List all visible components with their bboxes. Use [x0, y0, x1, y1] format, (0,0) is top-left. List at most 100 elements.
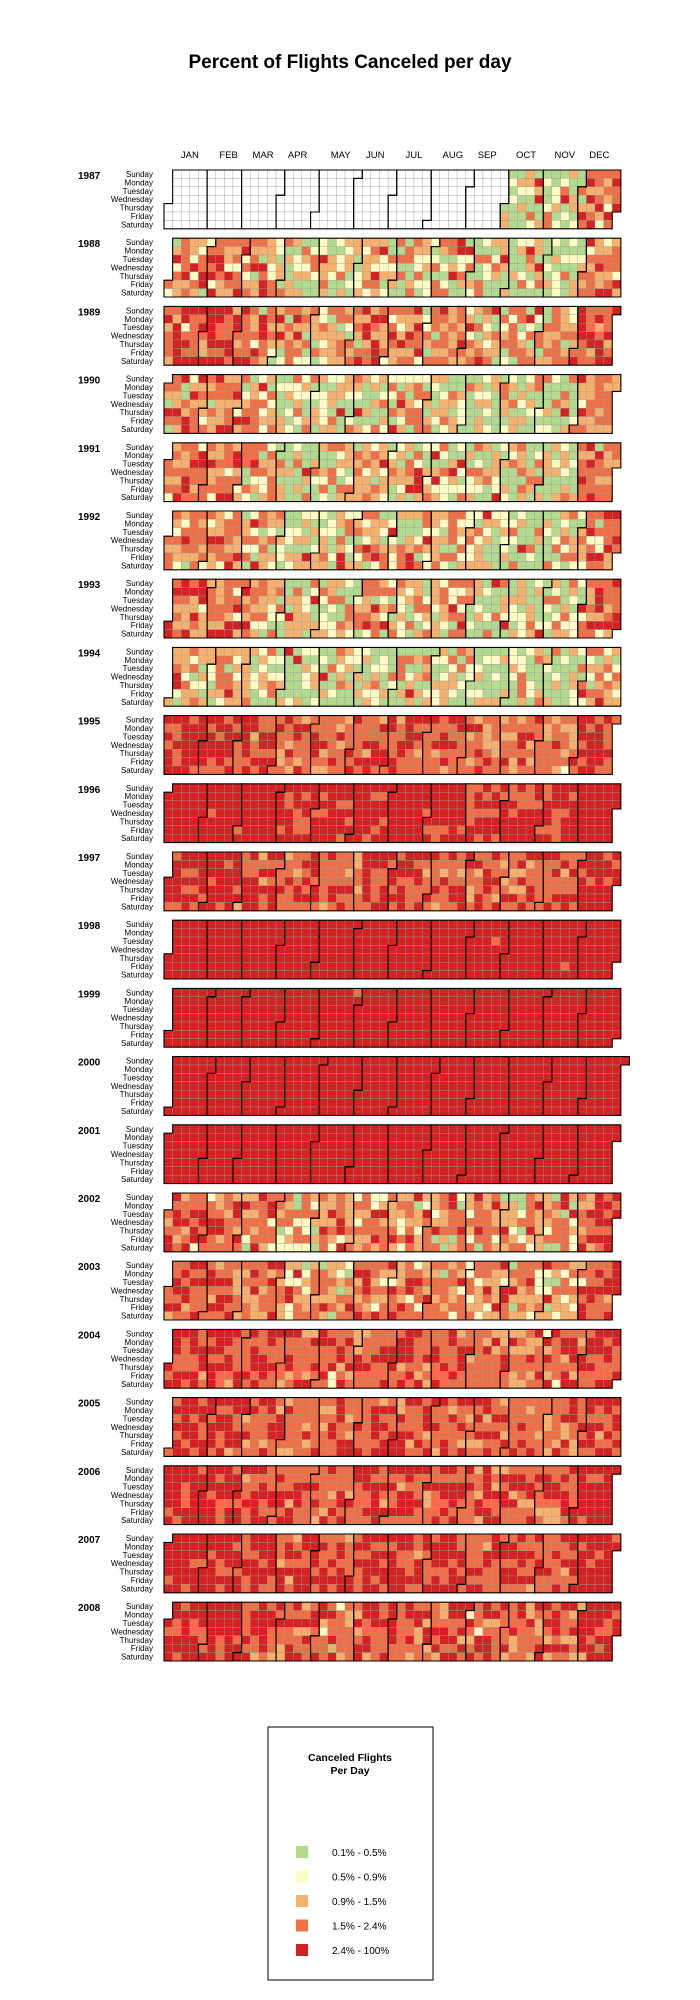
day-cell — [577, 715, 587, 725]
day-cell — [543, 552, 553, 562]
day-cell — [517, 587, 527, 597]
day-cell — [543, 988, 553, 997]
day-cell — [396, 484, 406, 494]
day-cell — [586, 263, 596, 272]
day-cell — [379, 263, 389, 272]
day-cell — [603, 860, 613, 869]
day-cell — [387, 825, 397, 835]
day-cell — [422, 697, 432, 707]
day-cell — [318, 544, 328, 554]
day-cell — [258, 757, 268, 767]
weekday-label-wednesday: Wednesday — [111, 1014, 153, 1023]
day-cell — [491, 527, 501, 537]
day-cell — [232, 510, 242, 520]
day-cell — [206, 902, 216, 911]
day-cell — [577, 561, 587, 570]
day-cell — [491, 783, 501, 793]
day-cell — [163, 203, 173, 213]
day-cell — [482, 288, 492, 298]
day-cell — [387, 697, 397, 707]
day-cell — [310, 808, 320, 818]
day-cell — [586, 885, 596, 895]
day-cell — [241, 595, 251, 605]
day-cell — [250, 629, 259, 639]
day-cell — [267, 672, 277, 682]
day-cell — [517, 851, 527, 861]
day-cell — [517, 808, 527, 818]
day-cell — [310, 552, 320, 562]
day-cell — [215, 962, 225, 971]
day-cell — [267, 254, 277, 264]
day-cell — [413, 595, 423, 605]
day-cell — [172, 1005, 182, 1014]
day-cell — [206, 689, 216, 698]
day-cell — [318, 962, 328, 971]
day-cell — [551, 757, 561, 767]
day-cell — [456, 484, 466, 494]
day-cell — [327, 467, 337, 477]
day-cell — [163, 757, 173, 767]
day-cell — [232, 1013, 242, 1023]
day-cell — [491, 561, 501, 570]
day-cell — [198, 723, 208, 733]
day-cell — [439, 587, 449, 597]
day-cell — [439, 808, 449, 818]
day-cell — [387, 877, 397, 886]
day-cell — [422, 536, 432, 545]
day-cell — [370, 442, 380, 452]
day-cell — [267, 476, 277, 485]
day-cell — [189, 860, 199, 869]
day-cell — [327, 792, 337, 801]
day-cell — [517, 271, 527, 281]
day-cell — [258, 800, 268, 810]
day-cell — [275, 723, 285, 733]
day-cell — [198, 399, 208, 409]
day-cell — [551, 825, 561, 835]
day-cell — [560, 203, 570, 213]
day-cell — [379, 178, 389, 187]
day-cell — [267, 544, 277, 554]
day-cell — [344, 552, 354, 562]
day-cell — [448, 348, 458, 357]
day-cell — [491, 1005, 501, 1014]
day-cell — [301, 263, 311, 272]
day-cell — [198, 655, 208, 665]
day-cell — [353, 749, 363, 758]
day-cell — [387, 339, 397, 349]
day-cell — [551, 723, 561, 733]
day-cell — [318, 765, 328, 775]
day-cell — [517, 254, 527, 264]
day-cell — [508, 834, 518, 843]
day-cell — [431, 331, 441, 341]
day-cell — [206, 314, 216, 324]
day-cell — [267, 416, 277, 426]
day-cell — [543, 885, 553, 895]
day-cell — [508, 1038, 518, 1048]
day-cell — [181, 860, 191, 869]
day-cell — [301, 732, 311, 741]
day-cell — [310, 544, 320, 554]
day-cell — [318, 757, 328, 767]
day-cell — [456, 408, 466, 417]
day-cell — [456, 953, 466, 963]
day-cell — [362, 510, 372, 520]
day-cell — [310, 893, 320, 903]
day-cell — [603, 314, 613, 324]
day-cell — [560, 902, 570, 911]
day-cell — [413, 211, 423, 221]
day-cell — [379, 920, 389, 929]
day-cell — [336, 834, 346, 843]
day-cell — [301, 280, 311, 289]
day-cell — [456, 391, 466, 400]
day-cell — [189, 970, 199, 980]
day-cell — [189, 825, 199, 835]
day-cell — [422, 587, 432, 597]
day-cell — [586, 680, 596, 690]
day-cell — [284, 391, 294, 400]
day-cell — [241, 254, 251, 264]
day-cell — [465, 467, 475, 477]
day-cell — [181, 493, 191, 502]
day-cell — [551, 629, 561, 639]
day-cell — [422, 271, 432, 281]
day-cell — [387, 552, 397, 562]
